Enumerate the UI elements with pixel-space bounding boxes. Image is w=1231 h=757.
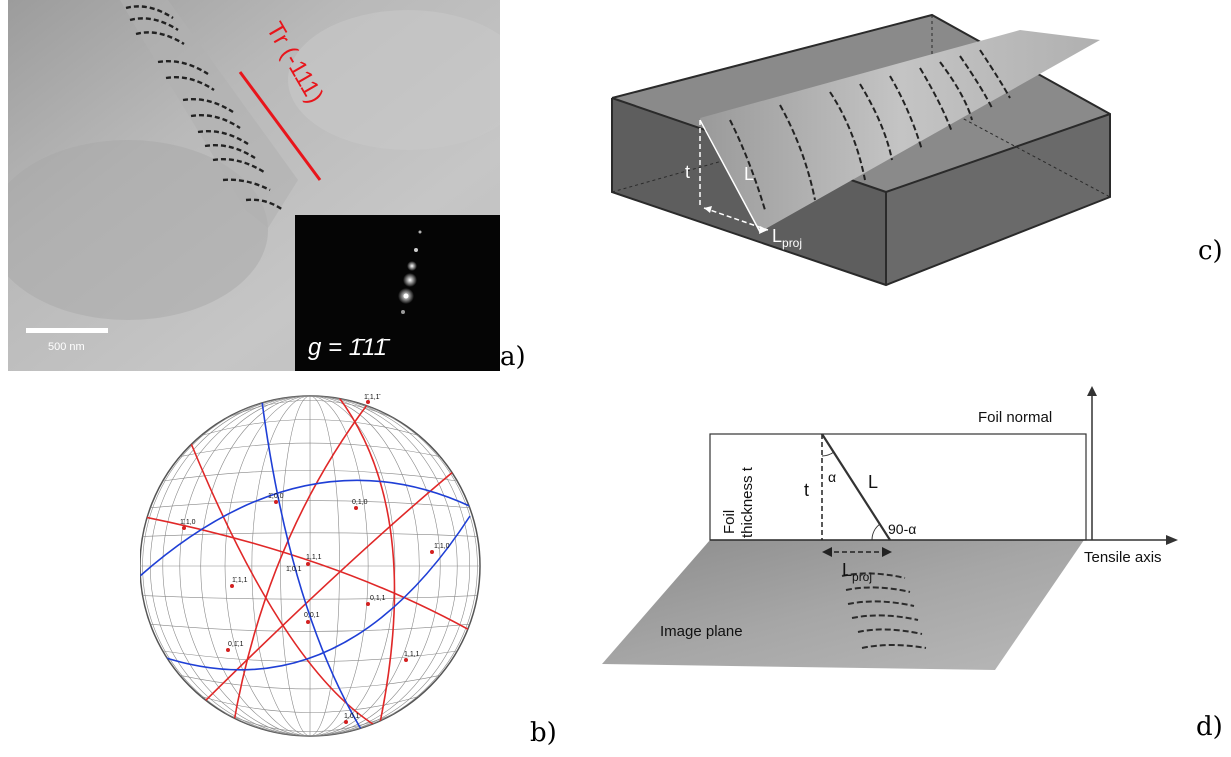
diffraction-spots bbox=[398, 230, 422, 314]
t-label: t bbox=[804, 480, 809, 500]
alpha-label: α bbox=[828, 469, 836, 485]
projected-dislocations bbox=[841, 572, 927, 649]
svg-text:1,0,1: 1,0,1 bbox=[344, 713, 360, 720]
scale-bar bbox=[26, 328, 108, 333]
svg-text:1̄,1,0: 1̄,1,0 bbox=[434, 543, 450, 550]
image-plane bbox=[602, 540, 1084, 670]
panel-a-label: a) bbox=[500, 342, 526, 372]
foil-thickness-label-line1: Foil bbox=[721, 510, 738, 534]
L-line bbox=[699, 119, 761, 233]
svg-text:1̄,1,1̄: 1̄,1,1̄ bbox=[364, 394, 381, 401]
svg-text:1,1,1: 1,1,1 bbox=[404, 651, 420, 658]
slip-band bbox=[120, 0, 298, 228]
wulff-net: 1̄,1,1̄ 1̄,0,0 1̄,1,0 0,1,0 1̄,1,0 1,1,1… bbox=[139, 394, 481, 737]
foil-box-diagram: t L Lproj bbox=[611, 13, 1111, 287]
foil-thickness-label-line2: thickness t bbox=[739, 466, 756, 538]
scale-bar-label: 500 nm bbox=[48, 341, 85, 353]
tem-micrograph: Tr (-111) 500 nm g = 1̄11̄ bbox=[0, 0, 528, 371]
L-label: L bbox=[868, 472, 878, 492]
svg-text:0,1̄,1: 0,1̄,1 bbox=[228, 641, 244, 648]
panel-a-tem-image: Tr (-111) 500 nm g = 1̄11̄ bbox=[0, 0, 528, 371]
inset-g-label: g = 1̄11̄ bbox=[308, 334, 391, 361]
Lproj-line bbox=[703, 207, 769, 231]
svg-text:1,1,1: 1,1,1 bbox=[306, 554, 322, 561]
panel-d-foil-schematic: Image plane Foil thickness t Foil normal… bbox=[600, 386, 1200, 676]
panel-b-label: b) bbox=[530, 718, 557, 748]
net-grid bbox=[140, 396, 480, 736]
L-label: L bbox=[744, 164, 754, 184]
box-side-face bbox=[886, 114, 1110, 285]
image-plane-label: Image plane bbox=[660, 623, 743, 640]
angle-label: 90-α bbox=[888, 521, 916, 537]
Lproj-label: Lproj bbox=[772, 226, 802, 250]
t-label: t bbox=[685, 162, 690, 182]
svg-text:0,1,0: 0,1,0 bbox=[352, 499, 368, 506]
panel-b-stereogram: 1̄,1,1̄ 1̄,0,0 1̄,1,0 0,1,0 1̄,1,0 1,1,1… bbox=[139, 386, 492, 752]
svg-text:1̄,0,0: 1̄,0,0 bbox=[268, 493, 284, 500]
diffraction-inset bbox=[295, 215, 500, 371]
panel-c-label: c) bbox=[1198, 236, 1223, 266]
Lproj-label: Lproj bbox=[842, 560, 872, 584]
panel-d-label: d) bbox=[1196, 712, 1223, 742]
tensile-axis-label: Tensile axis bbox=[1084, 549, 1162, 566]
L-line bbox=[821, 433, 891, 541]
foil-section bbox=[709, 433, 1087, 541]
svg-text:1̄,1,1: 1̄,1,1 bbox=[232, 577, 248, 584]
foil-geometry-diagram: Image plane Foil thickness t Foil normal… bbox=[602, 386, 1178, 670]
slab-dislocations bbox=[729, 49, 1011, 211]
alpha-arc bbox=[821, 451, 835, 457]
pole-markers bbox=[182, 400, 434, 724]
foil-normal-label: Foil normal bbox=[978, 409, 1052, 426]
trace-line bbox=[238, 71, 322, 181]
panel-c-foil-box: t L Lproj bbox=[600, 10, 1160, 290]
complement-arc bbox=[871, 523, 881, 541]
svg-text:1̄,0,1: 1̄,0,1 bbox=[286, 566, 302, 573]
svg-text:1̄,1,0: 1̄,1,0 bbox=[180, 519, 196, 526]
great-circles bbox=[140, 396, 480, 736]
pole-labels: 1̄,1,1̄ 1̄,0,0 1̄,1,0 0,1,0 1̄,1,0 1,1,1… bbox=[180, 394, 450, 720]
svg-text:0,0,1: 0,0,1 bbox=[304, 612, 320, 619]
dislocation-lines bbox=[125, 5, 284, 211]
svg-text:0,1,1: 0,1,1 bbox=[370, 595, 386, 602]
